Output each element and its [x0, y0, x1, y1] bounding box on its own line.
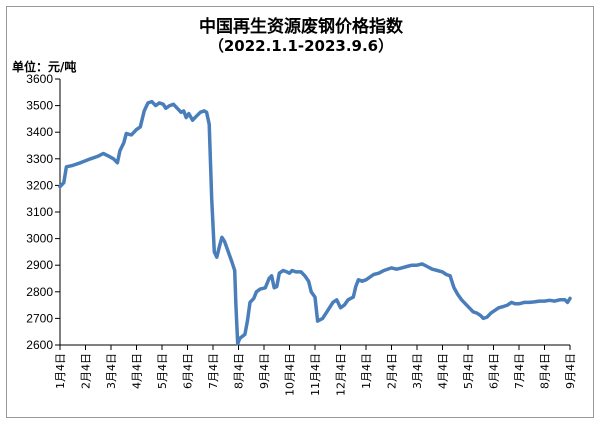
x-tick-label: 4月4日	[437, 353, 450, 389]
x-tick-label: 3月4日	[105, 353, 118, 389]
chart-title: 中国再生资源废钢价格指数	[199, 17, 403, 37]
x-tick-label: 9月4日	[564, 353, 577, 389]
x-tick-label: 12月4日	[335, 353, 348, 396]
y-axis-unit-label: 单位：元/吨	[12, 60, 77, 74]
y-tick-label: 2800	[26, 285, 53, 299]
y-tick-label: 2900	[26, 258, 53, 272]
x-axis-ticks: 1月4日 2月4日 3月4日 4月4日 5月4日 6月4日 7月4日 8月4日 9月4日 10月4…	[54, 345, 577, 396]
x-tick-label: 6月4日	[488, 353, 501, 389]
x-tick-label: 1月4日	[360, 353, 373, 389]
y-tick-label: 3400	[26, 125, 53, 139]
x-tick-label: 6月4日	[182, 353, 195, 389]
x-tick-label: 4月4日	[131, 353, 144, 389]
y-axis-ticks: 2600 2700 2800 2900 3000 3100 3200 3300 3400 3500…	[26, 72, 60, 352]
x-tick-label: 5月4日	[462, 353, 475, 389]
y-tick-label: 3100	[26, 205, 53, 219]
x-tick-label: 7月4日	[513, 353, 526, 389]
y-tick-label: 3000	[26, 232, 53, 246]
x-tick-label: 2月4日	[386, 353, 399, 389]
x-tick-label: 1月4日	[54, 353, 67, 389]
series-line-0	[58, 99, 572, 346]
x-tick-label: 3月4日	[411, 353, 424, 389]
x-tick-label: 10月4日	[284, 353, 297, 396]
x-tick-label: 9月4日	[258, 353, 271, 389]
x-tick-label: 8月4日	[539, 353, 552, 389]
x-tick-label: 8月4日	[233, 353, 246, 389]
y-tick-label: 3200	[26, 178, 53, 192]
x-tick-label: 11月4日	[309, 353, 322, 396]
x-tick-label: 5月4日	[156, 353, 169, 389]
chart-frame	[6, 6, 594, 418]
x-tick-label: 7月4日	[207, 353, 220, 389]
y-tick-label: 2600	[26, 338, 53, 352]
series-group	[58, 99, 572, 346]
y-tick-label: 3300	[26, 152, 53, 166]
chart-subtitle: （2022.1.1-2023.9.6）	[208, 37, 394, 55]
y-tick-label: 2700	[26, 311, 53, 325]
x-tick-label: 2月4日	[80, 353, 93, 389]
y-tick-label: 3500	[26, 99, 53, 113]
y-tick-label: 3600	[26, 72, 53, 86]
